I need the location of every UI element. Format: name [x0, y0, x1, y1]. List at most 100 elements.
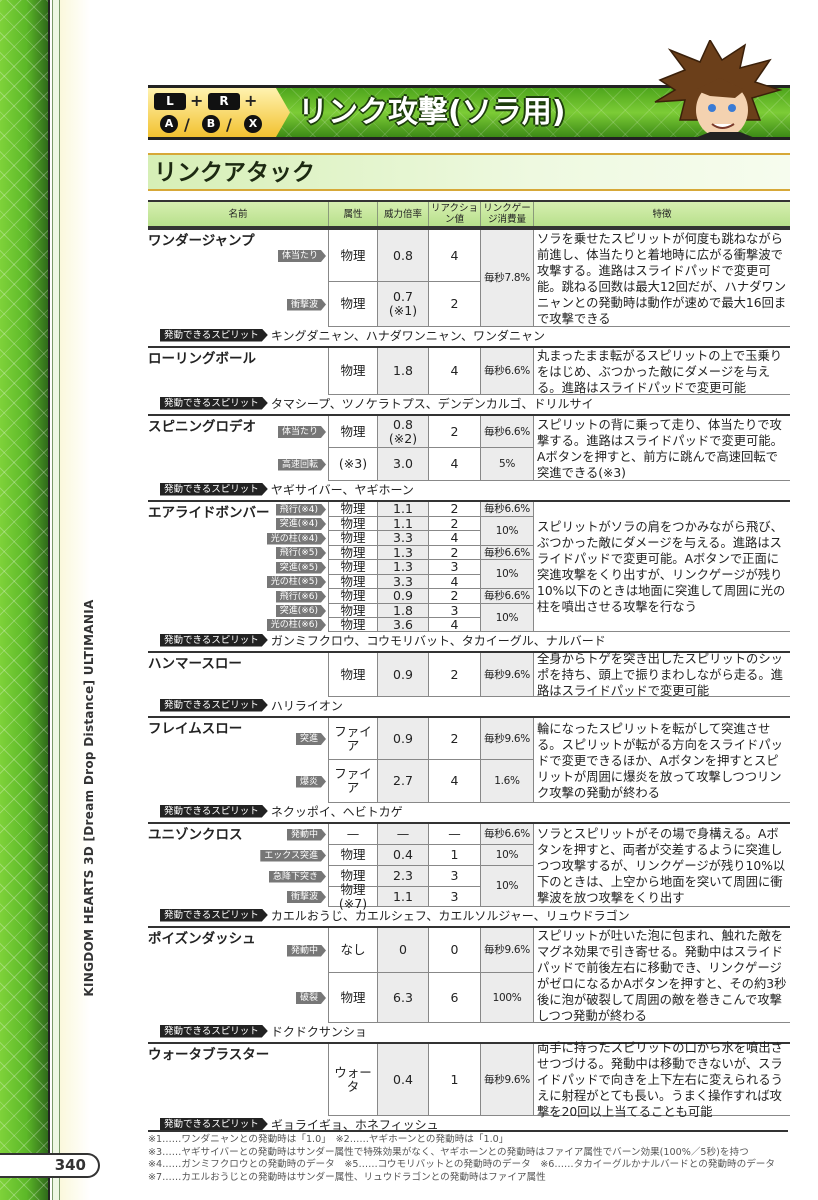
- sub-attack-tag: エックス突進: [260, 850, 326, 862]
- spirit-row: 発動できるスピリット ガンミフクロウ、コウモリバット、タカイーグル、ナルバード: [148, 632, 790, 648]
- reaction-cell: 2: [428, 653, 480, 697]
- tag-cell: 発動中: [148, 824, 328, 845]
- reaction-cell: 2: [428, 718, 480, 760]
- side-pattern-strip: [0, 0, 50, 1200]
- spirit-row: 発動できるスピリット キングダニャン、ハナダワンニャン、ワンダニャン: [148, 327, 790, 343]
- attribute-cell: 物理: [328, 545, 377, 560]
- attack-name: スピニングロデオ: [148, 419, 256, 435]
- attribute-cell: 物理: [328, 617, 377, 632]
- attribute-cell: 物理: [328, 502, 377, 517]
- gauge-cell: 10%: [480, 604, 533, 632]
- reaction-cell: 4: [428, 348, 480, 395]
- attribute-cell: ウォータ: [328, 1044, 377, 1116]
- gauge-cell: 10%: [480, 560, 533, 589]
- attack-name: ポイズンダッシュ: [148, 931, 256, 947]
- tag-cell: 突進(※5): [148, 560, 328, 575]
- attribute-cell: ファイア: [328, 760, 377, 803]
- gauge-cell: 毎秒6.6%: [480, 589, 533, 604]
- gauge-cell: 毎秒9.6%: [480, 1044, 533, 1116]
- gauge-cell: 毎秒9.6%: [480, 928, 533, 973]
- power-cell: 2.7: [377, 760, 428, 803]
- reaction-cell: 4: [428, 574, 480, 589]
- table-header: 名前 属性 威力倍率 リアクション値 リンクゲージ消費量 特徴: [148, 200, 790, 228]
- sub-attack-tag: 体当たり: [278, 250, 326, 262]
- attack-name: エアライドボンバー: [148, 505, 270, 521]
- spirit-label: 発動できるスピリット: [160, 483, 268, 496]
- attack-block: エアライドボンバー 飛行(※4) 物理 1.1 2 突進(※4) 物理 1.1 2 光の柱(※4)…: [148, 500, 790, 651]
- spirit-label: 発動できるスピリット: [160, 699, 268, 712]
- attack-name: ローリングボール: [148, 351, 256, 367]
- sub-attack-tag: 突進(※5): [276, 562, 326, 574]
- power-cell: 0.4: [377, 845, 428, 866]
- power-cell: 3.3: [377, 574, 428, 589]
- spirit-names: ヤギサイバー、ヤギホーン: [270, 482, 414, 497]
- col-attribute: 属性: [328, 202, 377, 226]
- attribute-cell: —: [328, 824, 377, 845]
- attribute-cell: 物理: [328, 516, 377, 531]
- gauge-cell: 10%: [480, 845, 533, 866]
- reaction-cell: 6: [428, 973, 480, 1023]
- gauge-cell: 5%: [480, 448, 533, 481]
- tag-cell: 急降下突き: [148, 866, 328, 887]
- reaction-cell: 2: [428, 416, 480, 448]
- spirit-row: 発動できるスピリット タマシープ、ツノケラトプス、デンデンカルゴ、ドリルサイ: [148, 395, 790, 411]
- power-cell: 1.3: [377, 545, 428, 560]
- tag-cell: 高速回転: [148, 448, 328, 481]
- col-feature: 特徴: [533, 202, 790, 226]
- sub-attack-tag: 爆炎: [296, 776, 326, 788]
- feature-cell: ソラを乗せたスピリットが何度も跳ねながら前進し、体当たりと着地時に広がる衝撃波で…: [533, 230, 790, 327]
- link-attack-table: 名前 属性 威力倍率 リアクション値 リンクゲージ消費量 特徴 ワンダージャンプ…: [148, 200, 790, 1135]
- attack-block: フレイムスロー 突進 ファイア 0.9 2 爆炎 ファイア 2.7 4 毎秒9.6% 1.6% 輪にな…: [148, 716, 790, 822]
- tag-cell: 光の柱(※5): [148, 575, 328, 589]
- attack-block: ウォータブラスター ウォータ 0.4 1 毎秒9.6% 両手に持ったスピリットの口から水を…: [148, 1041, 790, 1135]
- attribute-cell: 物理: [328, 973, 377, 1023]
- spirit-names: キングダニャン、ハナダワンニャン、ワンダニャン: [270, 328, 546, 343]
- reaction-cell: 1: [428, 845, 480, 866]
- attribute-cell: 物理: [328, 348, 377, 395]
- spirit-row: 発動できるスピリット ドクドクサンショ: [148, 1023, 790, 1039]
- sub-attack-tag: 突進(※4): [276, 518, 326, 530]
- feature-cell: スピリットがソラの肩をつかみながら飛び、ぶつかった敵にダメージを与える。進路はス…: [533, 502, 790, 632]
- power-cell: 0.8: [377, 230, 428, 282]
- power-cell: 2.3: [377, 866, 428, 887]
- col-reaction: リアクション値: [428, 202, 480, 226]
- feature-cell: ソラとスピリットがその場で身構える。Aボタンを押すと、両者が交差するように突進し…: [533, 824, 790, 907]
- spirit-label: 発動できるスピリット: [160, 909, 268, 922]
- power-cell: 1.3: [377, 560, 428, 575]
- sub-attack-tag: 光の柱(※5): [267, 576, 326, 588]
- reaction-cell: 1: [428, 1044, 480, 1116]
- x-button-icon: X: [244, 115, 262, 133]
- power-cell: 0.9: [377, 589, 428, 604]
- gauge-cell: 毎秒6.6%: [480, 502, 533, 517]
- feature-cell: 両手に持ったスピリットの口から水を噴出させつづける。発動中は移動できないが、スラ…: [533, 1041, 790, 1119]
- attribute-cell: ファイア: [328, 718, 377, 760]
- gauge-cell: 1.6%: [480, 760, 533, 803]
- feature-cell: 全身からトゲを突き出したスピリットのシッポを持ち、頭上で振りまわしながら走る。進…: [533, 652, 790, 698]
- power-cell: 3.6: [377, 617, 428, 632]
- section-title: リンクアタック: [154, 160, 315, 186]
- attribute-cell: 物理: [328, 603, 377, 618]
- reaction-cell: 2: [428, 589, 480, 604]
- attribute-cell: 物理: [328, 866, 377, 887]
- attribute-cell: (※3): [328, 448, 377, 481]
- sora-portrait-icon: [654, 40, 783, 140]
- col-power: 威力倍率: [377, 202, 428, 226]
- tag-cell: 衝撃波: [148, 887, 328, 907]
- spirit-row: 発動できるスピリット ネクッポイ、ヘビトカゲ: [148, 803, 790, 819]
- a-button-icon: A: [160, 115, 178, 133]
- slash: /: [226, 115, 232, 134]
- power-cell: 0: [377, 928, 428, 973]
- tag-cell: 突進(※6): [148, 604, 328, 618]
- spirit-names: ハリライオン: [270, 698, 343, 713]
- reaction-cell: 4: [428, 760, 480, 803]
- attribute-cell: なし: [328, 928, 377, 973]
- footnote: ※1……ワンダニャンとの発動時は「1.0」 ※2……ヤギホーンとの発動時は「1.…: [148, 1134, 509, 1145]
- spirit-names: カエルおうじ、カエルシェフ、カエルソルジャー、リュウドラゴン: [270, 908, 630, 923]
- feature-cell: 輪になったスピリットを転がして突進させる。スピリットが転がる方向をスライドパッド…: [533, 718, 790, 803]
- spirit-row: 発動できるスピリット ヤギサイバー、ヤギホーン: [148, 481, 790, 497]
- reaction-cell: 2: [428, 545, 480, 560]
- tag-cell: 破裂: [148, 973, 328, 1023]
- sub-attack-tag: 発動中: [287, 945, 326, 957]
- gauge-cell: 毎秒7.8%: [480, 230, 533, 327]
- attribute-cell: 物理(※7): [328, 882, 377, 910]
